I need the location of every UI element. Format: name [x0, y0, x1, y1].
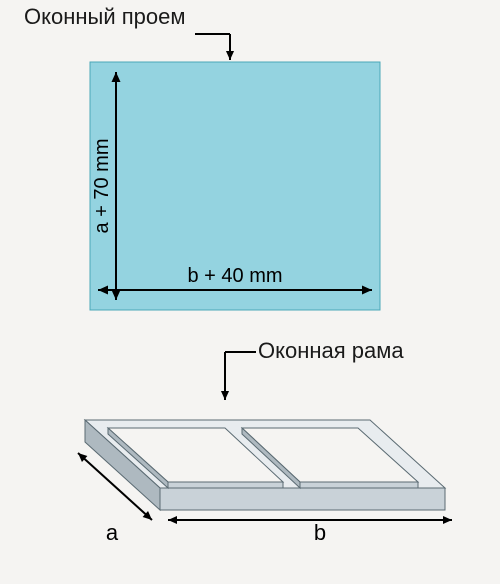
diagram-canvas: b + 40 mm a + 70 mm a b	[0, 0, 500, 584]
dim-height-label: a + 70 mm	[91, 138, 113, 233]
dim-a-label: a	[106, 520, 119, 545]
dim-width-label: b + 40 mm	[187, 265, 282, 287]
dim-b-label: b	[314, 520, 326, 545]
frame-front-face	[160, 488, 445, 510]
